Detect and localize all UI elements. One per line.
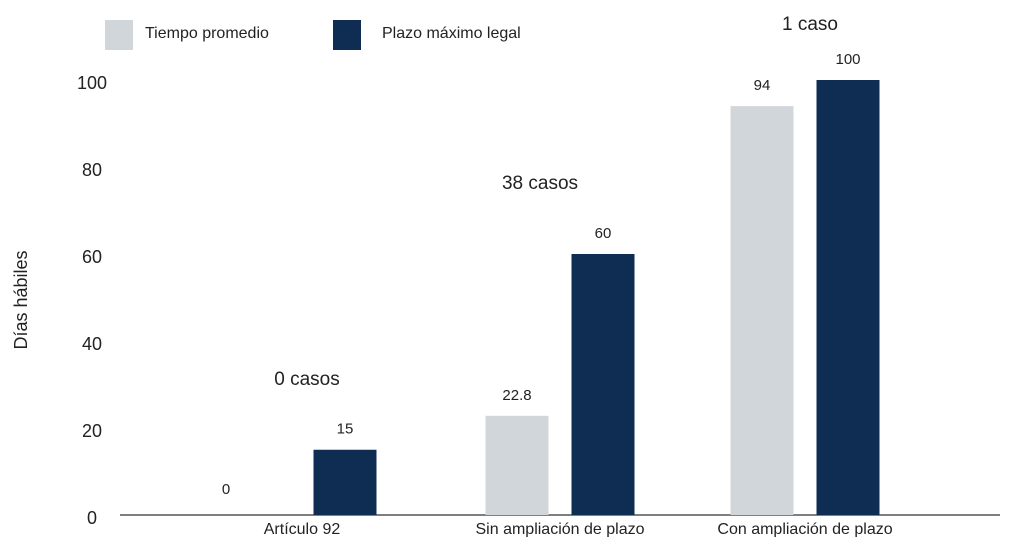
bar — [485, 415, 549, 515]
value-label: 94 — [754, 77, 771, 94]
bar — [816, 80, 880, 515]
y-axis-label: Días hábiles — [11, 250, 31, 349]
y-tick-label: 0 — [87, 508, 97, 528]
y-tick-label: 80 — [82, 160, 102, 180]
value-label: 0 — [222, 481, 230, 498]
value-label: 60 — [595, 225, 612, 242]
bar — [313, 449, 377, 515]
value-label: 15 — [337, 421, 354, 438]
y-tick-label: 40 — [82, 334, 102, 354]
legend-label: Plazo máximo legal — [382, 25, 521, 42]
value-label: 100 — [835, 51, 860, 68]
value-label: 22.8 — [502, 387, 531, 404]
annotation: 38 casos — [502, 173, 578, 194]
legend-swatch — [333, 20, 361, 50]
bar — [730, 106, 794, 515]
annotation: 1 caso — [782, 14, 838, 35]
x-tick-label: Sin ampliación de plazo — [476, 521, 645, 537]
y-tick-label: 100 — [77, 73, 107, 93]
legend-label: Tiempo promedio — [145, 25, 269, 42]
y-tick-label: 60 — [82, 247, 102, 267]
x-tick-label: Con ampliación de plazo — [717, 521, 892, 537]
annotation: 0 casos — [274, 369, 339, 390]
legend-swatch — [105, 20, 133, 50]
y-tick-label: 20 — [82, 421, 102, 441]
bar — [571, 254, 635, 515]
x-tick-label: Artículo 92 — [264, 521, 341, 537]
